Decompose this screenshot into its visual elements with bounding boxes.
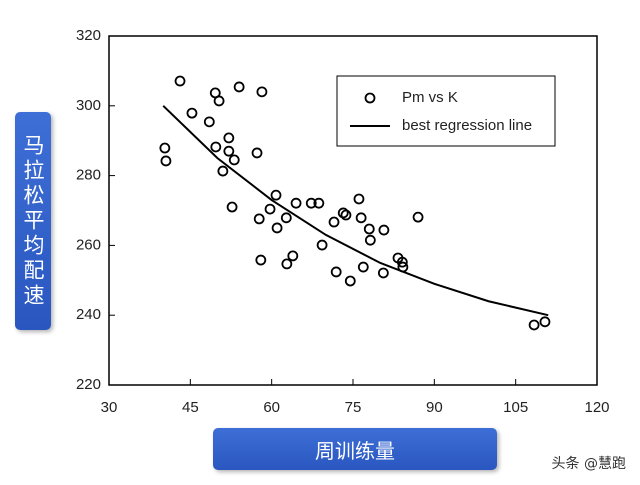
data-point (287, 250, 299, 262)
data-point (253, 213, 265, 225)
data-point (271, 222, 283, 234)
data-point (340, 209, 352, 221)
data-point (313, 197, 325, 209)
data-point (251, 147, 263, 159)
y-tick-label: 240 (76, 306, 101, 323)
x-tick-label: 60 (263, 399, 280, 416)
data-point (217, 165, 229, 177)
data-point (174, 75, 186, 87)
data-point (363, 223, 375, 235)
data-point (186, 107, 198, 119)
data-point (355, 212, 367, 224)
data-point (330, 266, 342, 278)
y-tick-label: 280 (76, 167, 101, 184)
data-point (290, 197, 302, 209)
regression-line (162, 105, 549, 317)
data-point (353, 193, 365, 205)
data-point (223, 132, 235, 144)
y-tick-label: 320 (76, 27, 101, 44)
data-point (255, 254, 267, 266)
data-point (528, 319, 540, 331)
data-point (344, 275, 356, 287)
data-point (396, 256, 408, 268)
data-point (203, 116, 215, 128)
x-tick-label: 30 (101, 399, 118, 416)
data-point (364, 234, 376, 246)
x-tick-label: 45 (182, 399, 199, 416)
data-point (280, 212, 292, 224)
data-point (226, 201, 238, 213)
data-point (337, 207, 349, 219)
y-tick-label: 300 (76, 97, 101, 114)
data-point (159, 142, 171, 154)
y-tick-label: 260 (76, 236, 101, 253)
y-axis-label: 马拉松平均配速 (15, 112, 51, 330)
legend-marker (364, 92, 376, 104)
data-point (270, 189, 282, 201)
data-point (264, 203, 276, 215)
data-point (160, 155, 172, 167)
legend-label: best regression line (402, 117, 532, 134)
data-point (233, 81, 245, 93)
data-point (213, 95, 225, 107)
data-point (412, 211, 424, 223)
data-point (228, 154, 240, 166)
data-point (305, 197, 317, 209)
data-point (223, 145, 235, 157)
data-point (256, 86, 268, 98)
x-axis-label: 周训练量 (213, 428, 497, 470)
data-point (377, 267, 389, 279)
legend-box (336, 75, 556, 147)
x-tick-label: 105 (503, 399, 528, 416)
data-point (210, 141, 222, 153)
x-tick-label: 120 (584, 399, 609, 416)
x-tick-label: 75 (345, 399, 362, 416)
data-point (316, 239, 328, 251)
x-tick-label: 90 (426, 399, 443, 416)
y-tick-label: 220 (76, 376, 101, 393)
data-point (328, 216, 340, 228)
legend-label: Pm vs K (402, 89, 458, 106)
data-point (281, 258, 293, 270)
data-point (378, 224, 390, 236)
watermark: 头条 @慧跑 (551, 456, 626, 472)
data-point (539, 316, 551, 328)
data-point (357, 261, 369, 273)
